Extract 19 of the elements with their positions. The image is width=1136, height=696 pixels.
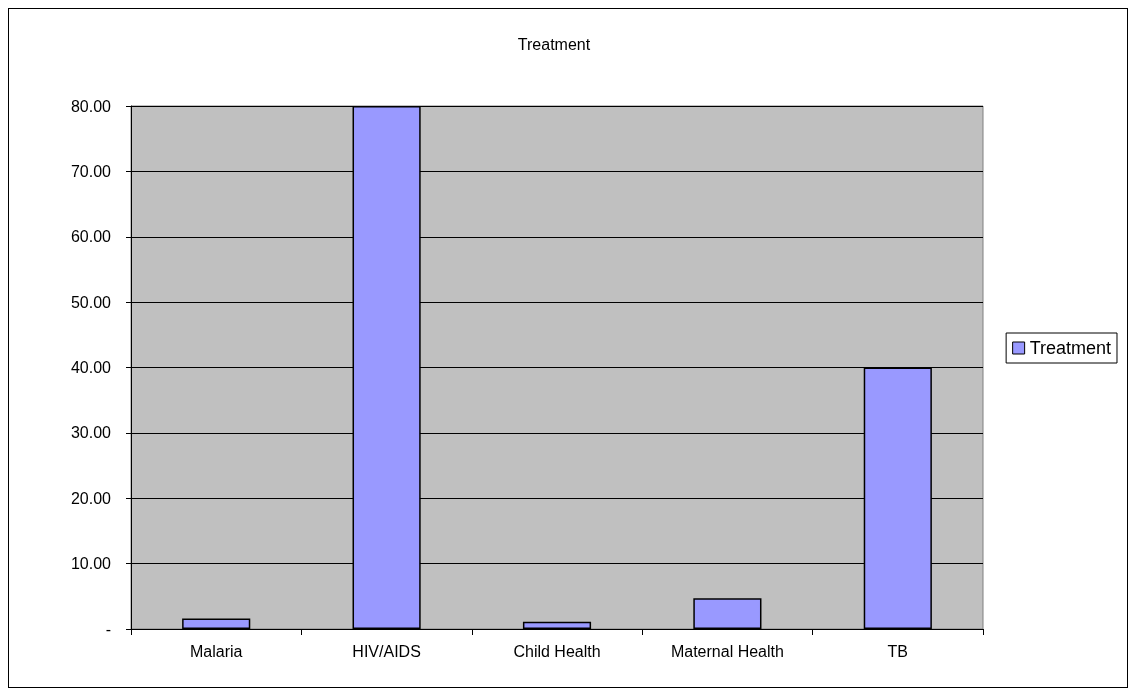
y-tick-label: 60.00 <box>70 228 112 246</box>
y-tick-label: 10.00 <box>70 555 112 573</box>
x-tick-label: TB <box>887 642 909 660</box>
y-tick-label: 70.00 <box>70 162 112 180</box>
bar <box>182 618 251 629</box>
x-tick-label: Child Health <box>513 642 601 660</box>
bar <box>693 598 762 629</box>
y-tick-label: 20.00 <box>70 489 112 507</box>
y-tick-label: 50.00 <box>70 293 112 311</box>
y-tick-label: 40.00 <box>70 359 112 376</box>
y-tick-label: 30.00 <box>70 424 112 442</box>
y-tick-label: 80.00 <box>70 97 112 115</box>
bar <box>522 621 592 629</box>
x-tick-label: Maternal Health <box>670 642 784 660</box>
x-tick-label: HIV/AIDS <box>352 642 421 660</box>
x-tick-label: Malaria <box>189 642 243 660</box>
chart-title: Treatment <box>517 35 591 53</box>
y-tick-label: - <box>105 620 111 638</box>
legend-label: Treatment <box>1029 338 1112 358</box>
